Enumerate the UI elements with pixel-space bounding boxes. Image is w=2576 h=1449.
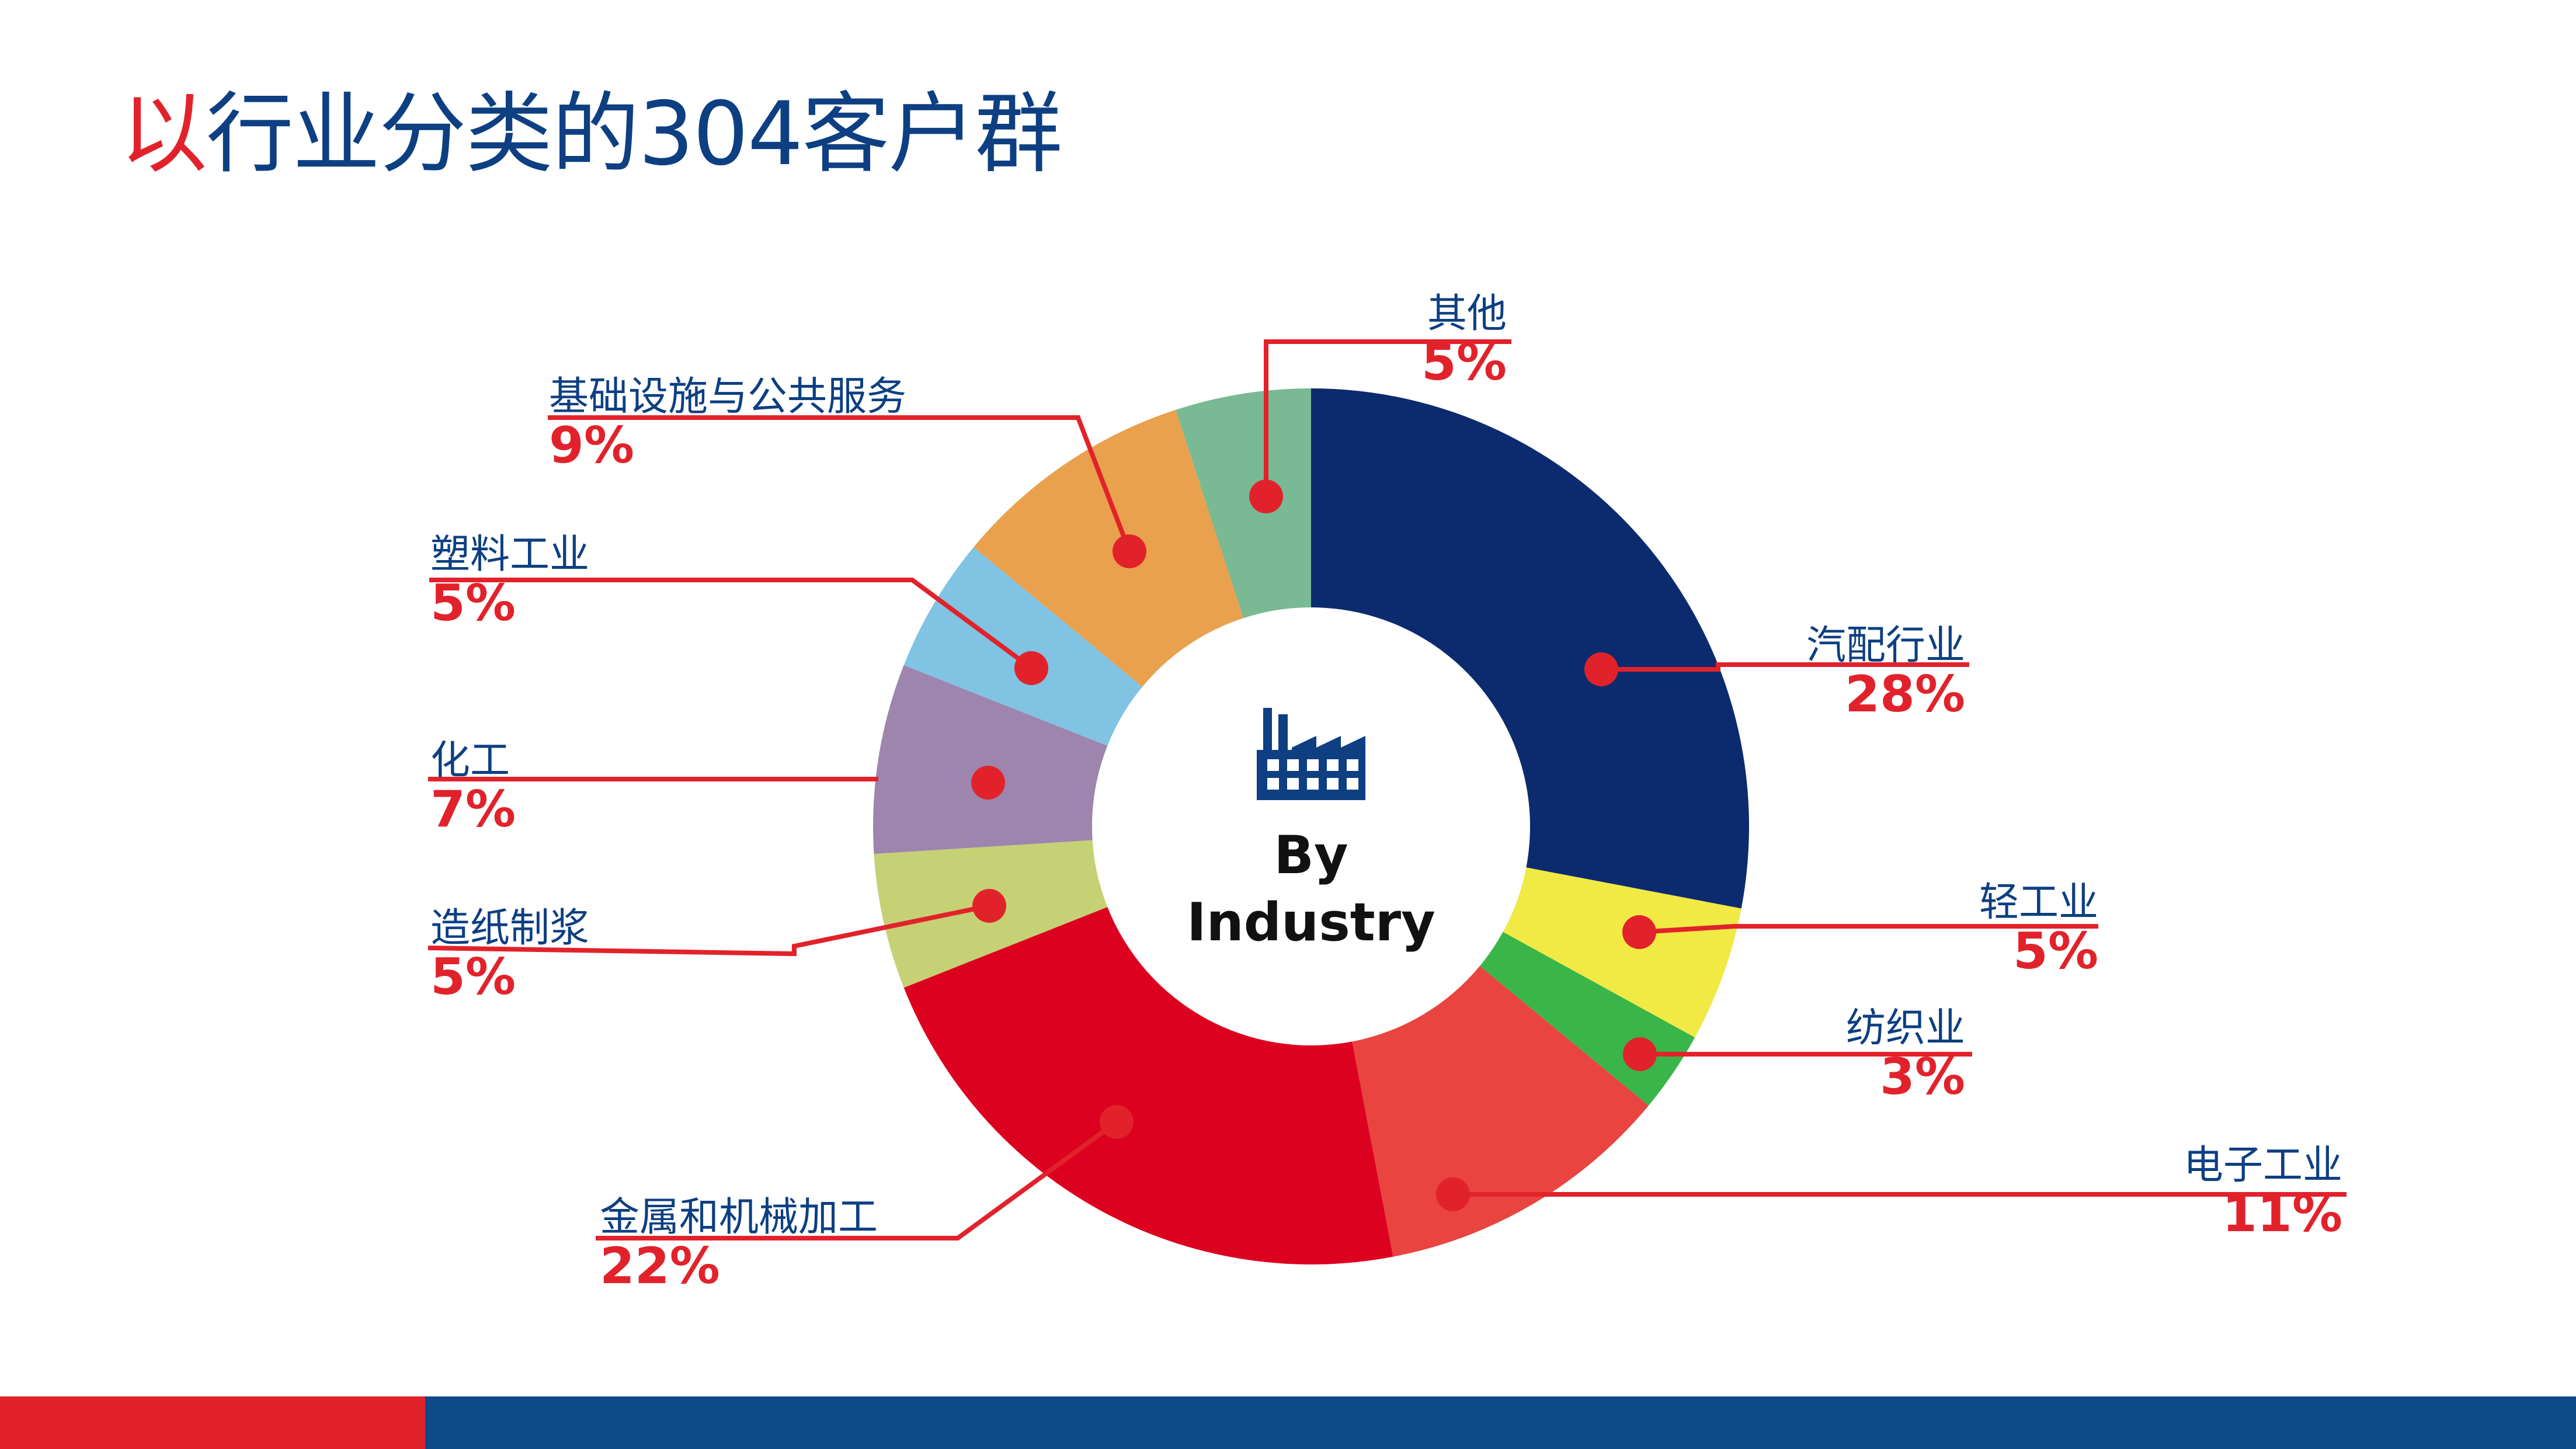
slice-7 <box>903 547 1143 746</box>
leader-line-5 <box>427 904 990 957</box>
slice-0 <box>1311 388 1749 909</box>
leader-line-8 <box>548 415 1132 553</box>
slice-percent-7: 5% <box>430 574 516 633</box>
slice-6 <box>873 665 1108 854</box>
slice-percent-2: 3% <box>1880 1048 1965 1106</box>
slice-percent-3: 11% <box>2222 1185 2342 1243</box>
slice-label-9: 其他 <box>1427 291 1507 337</box>
leader-line-1 <box>1639 924 2098 934</box>
slice-label-3: 电子工业 <box>2184 1142 2342 1189</box>
donut-slices <box>873 388 1749 1264</box>
slice-label-5: 造纸制浆 <box>430 905 589 951</box>
leader-dot-9 <box>1249 479 1283 513</box>
leader-dot-4 <box>1100 1105 1134 1139</box>
factory-icon <box>1257 708 1365 800</box>
leader-dot-3 <box>1436 1177 1470 1211</box>
slice-percent-8: 9% <box>549 416 634 475</box>
slice-label-6: 化工 <box>430 738 510 784</box>
center-label-by: By <box>1274 825 1348 886</box>
slice-label-2: 纺织业 <box>1846 1005 1965 1051</box>
leader-lines <box>427 339 2346 1240</box>
leader-dot-7 <box>1014 651 1048 685</box>
leader-dot-6 <box>971 766 1005 800</box>
slice-percent-6: 7% <box>430 780 516 839</box>
leader-line-0 <box>1601 662 1969 672</box>
leader-line-4 <box>596 1120 1118 1240</box>
page-title-rest: 行业分类的304客户群 <box>206 84 1062 185</box>
slice-percent-4: 22% <box>600 1237 720 1295</box>
leader-dot-1 <box>1622 915 1656 949</box>
slice-3 <box>1352 966 1649 1257</box>
slice-percent-0: 28% <box>1845 665 1965 724</box>
slice-1 <box>1503 867 1741 1038</box>
footer-bar-blue <box>425 1396 2576 1449</box>
slice-labels: 汽配行业28%轻工业5%纺织业3%电子工业11%金属和机械加工22%造纸制浆5%… <box>430 291 2342 1295</box>
leader-line-9 <box>1264 339 1511 496</box>
slice-9 <box>1176 388 1311 618</box>
slice-8 <box>974 409 1244 687</box>
slice-label-4: 金属和机械加工 <box>600 1194 878 1240</box>
slice-percent-1: 5% <box>2013 922 2098 981</box>
page-title-accent: 以 <box>120 84 207 185</box>
slice-label-7: 塑料工业 <box>430 531 589 578</box>
leader-dot-2 <box>1623 1037 1657 1071</box>
leader-dot-0 <box>1584 652 1618 686</box>
leader-dot-8 <box>1113 534 1146 568</box>
slice-percent-5: 5% <box>430 948 516 1006</box>
page-title: 以行业分类的304客户群 <box>120 76 1062 193</box>
center-label-industry: Industry <box>1187 892 1435 953</box>
footer-bar-red <box>0 1396 425 1449</box>
slice-percent-9: 5% <box>1421 333 1507 392</box>
leader-line-7 <box>429 578 1033 670</box>
slice-4 <box>903 907 1393 1264</box>
leader-dot-5 <box>972 889 1006 923</box>
slice-label-1: 轻工业 <box>1979 880 2098 926</box>
slice-label-8: 基础设施与公共服务 <box>549 374 906 420</box>
slice-label-0: 汽配行业 <box>1806 623 1965 669</box>
